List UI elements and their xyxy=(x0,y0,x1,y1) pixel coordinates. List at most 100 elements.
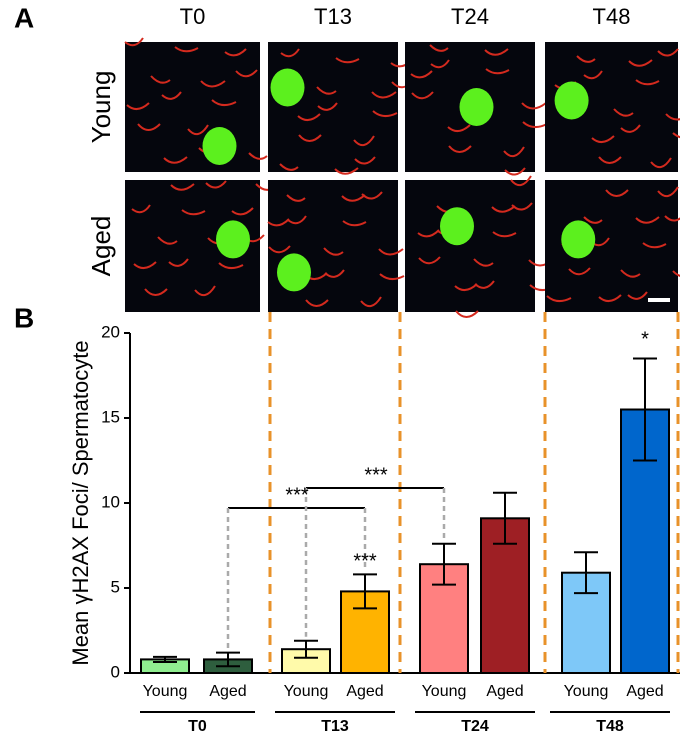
chromosome xyxy=(297,113,321,121)
chromosome xyxy=(411,91,434,100)
sex-body xyxy=(277,253,311,292)
chromosome xyxy=(605,189,629,197)
chromosome xyxy=(429,44,449,52)
chromosome xyxy=(323,247,344,256)
chromosome xyxy=(205,180,227,189)
x-tick-label: Young xyxy=(422,683,467,700)
significance: * xyxy=(641,328,649,350)
micrograph xyxy=(125,42,260,172)
chromosome xyxy=(170,183,195,191)
chromosome xyxy=(353,135,375,147)
chromosome xyxy=(454,283,478,291)
chromosome xyxy=(650,157,672,169)
chromosome xyxy=(379,273,405,280)
chromosome xyxy=(279,163,299,171)
chromosome xyxy=(657,186,679,198)
chromosome xyxy=(510,175,532,187)
chromosome xyxy=(583,216,603,224)
chromosome xyxy=(124,37,144,47)
chromosome xyxy=(613,108,634,117)
chromosome xyxy=(635,79,660,86)
chromosome xyxy=(268,245,291,254)
sex-body xyxy=(459,88,494,126)
row-label: Aged xyxy=(86,216,116,277)
y-tick-label: 5 xyxy=(111,577,120,596)
chromosome xyxy=(492,231,517,238)
chromosome xyxy=(342,220,367,227)
chromosome xyxy=(334,167,359,175)
chromosome xyxy=(627,291,648,300)
chromosome xyxy=(163,156,188,164)
significance: *** xyxy=(364,464,388,486)
chromosome xyxy=(286,194,306,202)
y-axis-label: Mean γH2AX Foci/ Spermatocyte xyxy=(68,340,93,665)
chromosome xyxy=(620,124,641,133)
micrograph xyxy=(268,180,398,312)
chromosome xyxy=(455,310,479,318)
x-tick-label: Aged xyxy=(486,683,523,700)
sex-body xyxy=(202,127,237,165)
sex-body xyxy=(554,81,589,120)
x-tick-label: Aged xyxy=(209,683,246,700)
group-label: T48 xyxy=(596,718,624,735)
column-label: T13 xyxy=(314,4,352,29)
group-label: T13 xyxy=(321,718,349,735)
chromosome xyxy=(503,146,525,158)
chromosome xyxy=(665,113,680,121)
chromosome xyxy=(174,46,199,53)
chromosome xyxy=(168,258,189,267)
chromosome xyxy=(568,267,591,276)
x-tick-label: Aged xyxy=(626,683,663,700)
chromosome xyxy=(248,152,268,160)
x-tick-label: Young xyxy=(564,683,609,700)
chromosome xyxy=(672,132,680,139)
chromosome xyxy=(378,248,404,256)
panel-label: B xyxy=(14,302,34,333)
chromosome xyxy=(360,296,382,308)
column-label: T24 xyxy=(451,4,489,29)
chromosome xyxy=(583,70,603,80)
chromosome xyxy=(657,48,679,57)
chromosome xyxy=(372,110,398,117)
sex-body xyxy=(270,68,305,107)
chromosome xyxy=(628,59,653,67)
chromosome xyxy=(133,261,157,269)
chromosome xyxy=(642,242,667,249)
sex-body xyxy=(561,220,596,259)
chromosome xyxy=(418,256,441,265)
x-tick-label: Young xyxy=(143,683,188,700)
significance: *** xyxy=(353,550,377,572)
chromosome xyxy=(417,229,440,238)
chromosome xyxy=(341,194,366,202)
chromosome xyxy=(635,216,660,224)
sex-body xyxy=(216,220,250,259)
chromosome xyxy=(298,134,322,142)
chromosome xyxy=(504,167,526,176)
chromosome xyxy=(235,69,258,78)
chromosome xyxy=(187,124,209,136)
column-label: T0 xyxy=(180,4,206,29)
chromosome xyxy=(317,102,338,111)
chromosome xyxy=(521,102,547,110)
chromosome xyxy=(131,204,151,214)
chromosome xyxy=(576,55,596,63)
x-tick-label: Young xyxy=(284,683,329,700)
chromosome xyxy=(410,70,433,79)
x-tick-label: Aged xyxy=(346,683,383,700)
micrograph xyxy=(405,180,535,312)
chromosome xyxy=(287,215,307,225)
chromosome xyxy=(211,99,237,106)
scale-bar xyxy=(648,298,670,302)
chromosome xyxy=(224,48,247,57)
chromosome xyxy=(150,75,171,84)
chromosome xyxy=(200,80,226,88)
significance: *** xyxy=(285,484,309,506)
chromosome xyxy=(664,215,680,222)
chromosome xyxy=(448,145,472,153)
chromosome xyxy=(371,91,397,99)
chromosome xyxy=(144,288,168,296)
column-label: T48 xyxy=(593,4,631,29)
group-label: T0 xyxy=(188,718,207,735)
chromosome xyxy=(137,123,161,131)
row-label: Young xyxy=(86,71,116,144)
